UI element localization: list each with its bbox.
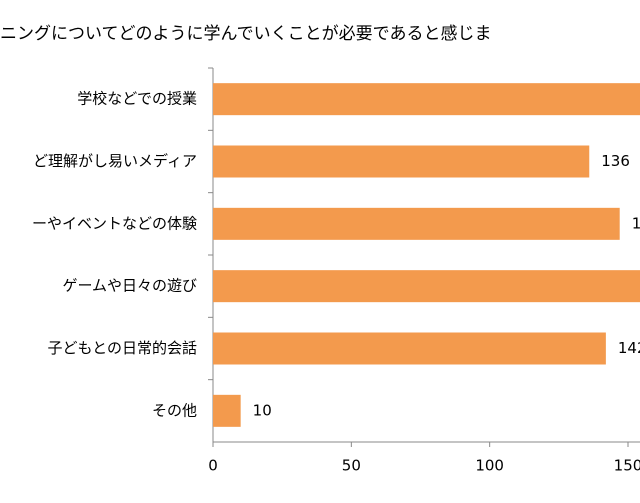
y-tick-label: ーやイベントなどの体験 <box>32 214 197 232</box>
bar <box>213 145 590 178</box>
chart-title: ニングについてどのように学んでいくことが必要であると感じま <box>0 24 491 44</box>
x-tick-label: 150 <box>614 457 640 475</box>
y-tick-label: ど理解がし易いメディア <box>33 152 197 170</box>
y-tick-label: 学校などでの授業 <box>77 90 197 108</box>
value-label: 10 <box>253 401 272 419</box>
y-tick-label: その他 <box>152 401 197 419</box>
bar <box>213 394 241 427</box>
value-label: 142 <box>618 339 640 357</box>
x-tick-label: 50 <box>342 457 361 475</box>
value-label: 147 <box>632 214 640 232</box>
y-tick-label: ゲームや日々の遊び <box>62 277 197 295</box>
bar <box>213 270 640 303</box>
bar <box>213 207 620 240</box>
bar <box>213 332 606 365</box>
x-tick-label: 100 <box>475 457 504 475</box>
bar <box>213 83 640 116</box>
x-tick-label: 0 <box>208 457 218 475</box>
value-label: 136 <box>601 152 630 170</box>
y-tick-label: 子どもとの日常的会話 <box>47 339 197 357</box>
